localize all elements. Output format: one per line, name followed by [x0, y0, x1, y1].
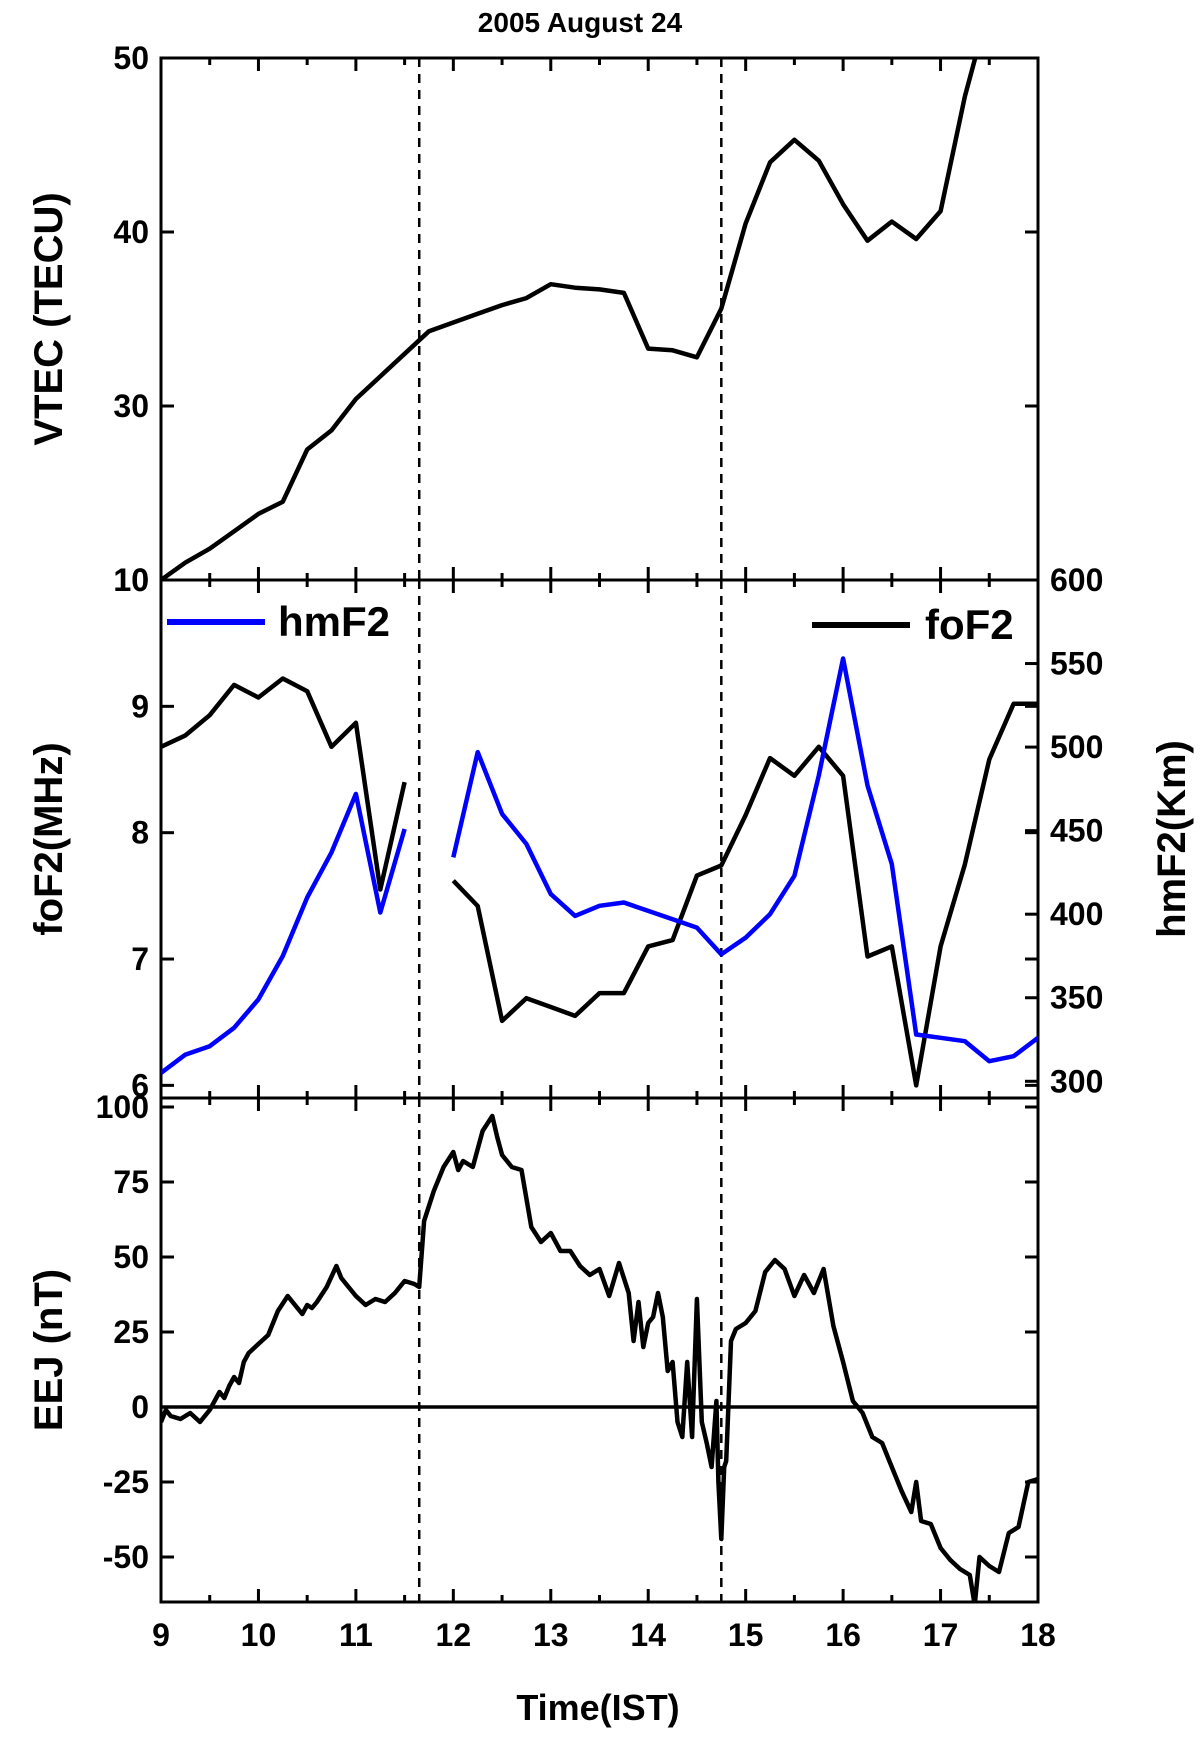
y-tick-label: 100: [96, 1089, 149, 1125]
fof2-line: [451, 701, 1038, 1088]
y-axis-title: foF2(MHz): [27, 742, 71, 935]
plot-area: [161, 1113, 1038, 1602]
y-tick-label: 75: [113, 1164, 149, 1200]
x-tick-label: 17: [923, 1617, 959, 1653]
y-axis-title: EEJ (nT): [27, 1269, 71, 1431]
y-tick-label: 8: [131, 815, 149, 851]
figure-title: 2005 August 24: [478, 7, 683, 38]
hmf2-line: [161, 791, 407, 1075]
x-tick-label: 15: [728, 1617, 764, 1653]
vtec-panel: 50 40 30 10 VTEC (TECU): [27, 40, 1040, 598]
plot-frame: [159, 1096, 1040, 1604]
x-tick-label: 12: [436, 1617, 472, 1653]
y-tick-label: 10: [113, 562, 149, 598]
y-tick-label: 25: [113, 1314, 149, 1350]
y-axis-title: VTEC (TECU): [27, 192, 71, 445]
y-right-tick-label: 400: [1050, 896, 1103, 932]
y-tick-label: -25: [103, 1464, 149, 1500]
y-right-tick-label: 350: [1050, 980, 1103, 1016]
x-tick-label: 18: [1020, 1617, 1056, 1653]
legend-label: hmF2: [278, 598, 390, 645]
data-line: [161, 1113, 1038, 1602]
y-tick-label: 40: [113, 214, 149, 250]
y-tick-label: 30: [113, 388, 149, 424]
x-tick-label: 13: [533, 1617, 569, 1653]
y-tick-label: 50: [113, 1239, 149, 1275]
y-tick-label: 7: [131, 941, 149, 977]
y-right-tick-label: 300: [1050, 1063, 1103, 1099]
fof2-line: [161, 676, 407, 892]
y-right-tick-label: 600: [1050, 562, 1103, 598]
y-tick-label: 9: [131, 688, 149, 724]
eej-panel: 100 75 50 25 0 -25 -50 9 10 11 12 13 14 15 16 17 18 EEJ (…: [27, 1089, 1056, 1653]
y-tick-label: 50: [113, 40, 149, 76]
y-tick-label: 10: [113, 562, 149, 598]
y-right-axis-title: hmF2(Km): [1150, 740, 1194, 938]
x-tick-label: 16: [825, 1617, 861, 1653]
data-line: [161, 58, 978, 580]
y-right-tick-label: 550: [1050, 646, 1103, 682]
x-tick-label: 11: [339, 1617, 373, 1653]
legend-label: foF2: [925, 601, 1014, 648]
plot-area: [161, 58, 978, 580]
y-right-tick-label: 450: [1050, 813, 1103, 849]
x-tick-label: 10: [241, 1617, 277, 1653]
y-right-tick-label: 500: [1050, 729, 1103, 765]
x-tick-label: 14: [630, 1617, 666, 1653]
plot-frame: [159, 56, 1040, 582]
plot-area: [161, 656, 1038, 1088]
y-tick-label: -50: [103, 1539, 149, 1575]
y-tick-label: 0: [131, 1389, 149, 1425]
hmf2-line: [451, 656, 1038, 1064]
y-tick-label: 6: [131, 1067, 149, 1103]
x-axis-title: Time(IST): [516, 1687, 679, 1728]
x-tick-label: 9: [152, 1617, 170, 1653]
fof2-hmf2-panel: 10 9 8 7 6 600 550 500 450 400 350 300 hmF2(Km) foF2(…: [27, 562, 1194, 1103]
